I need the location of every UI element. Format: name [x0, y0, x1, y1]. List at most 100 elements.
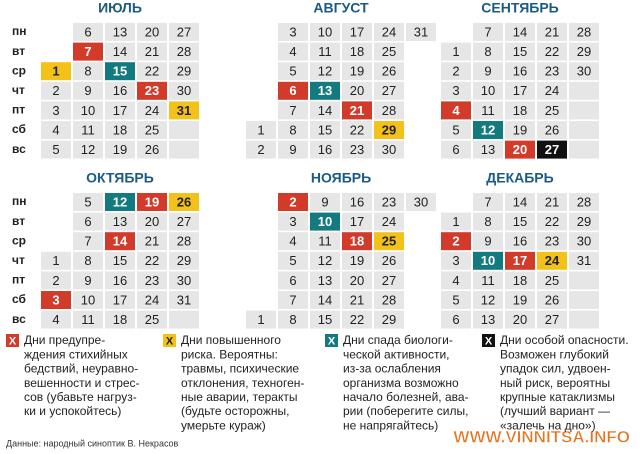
day-number: 8 — [84, 64, 91, 79]
day-cell — [342, 291, 372, 309]
legend-text: из-за ослабления — [343, 362, 441, 376]
day-number: 27 — [545, 142, 559, 157]
day-cell — [473, 232, 503, 251]
legend-text: сов (убавьте нагруз- — [24, 390, 137, 404]
day-cell — [137, 140, 167, 159]
day-cell — [374, 193, 404, 211]
legend-text: рии (поберегите силы, — [343, 404, 468, 418]
day-number: 18 — [350, 44, 364, 59]
day-number: 10 — [481, 83, 495, 98]
day-number: 15 — [513, 44, 527, 59]
day-number: 14 — [513, 194, 527, 209]
month-title: ИЮЛЬ — [98, 0, 142, 16]
day-number: 30 — [177, 83, 191, 98]
day-cell — [374, 271, 404, 290]
day-number: 16 — [113, 83, 127, 98]
day-cell — [310, 271, 340, 290]
weekday-label: ср — [12, 63, 26, 77]
day-number: 24 — [382, 214, 396, 229]
day-cell — [246, 193, 276, 211]
day-number: 20 — [350, 273, 364, 288]
day-cell — [246, 62, 276, 80]
day-number: 22 — [145, 253, 159, 268]
day-cell — [105, 232, 135, 251]
day-number: 31 — [577, 253, 591, 268]
day-cell — [278, 140, 308, 159]
day-cell — [41, 62, 71, 81]
day-cell — [537, 232, 567, 251]
day-number: 15 — [318, 312, 332, 327]
day-number: 20 — [145, 24, 159, 39]
day-number: 16 — [318, 142, 332, 157]
day-number: 2 — [452, 64, 459, 79]
day-cell — [41, 251, 71, 270]
day-number: 12 — [318, 253, 332, 268]
day-number: 11 — [481, 273, 495, 288]
day-cell — [41, 271, 71, 290]
day-cell — [137, 232, 167, 251]
day-cell — [374, 251, 404, 270]
legend-text: крупные катаклизмы — [500, 390, 615, 404]
day-number: 21 — [545, 194, 559, 209]
day-cell — [374, 42, 404, 61]
legend-text: не напрягайтесь) — [343, 418, 438, 432]
legend-text: Возможен глубокий — [500, 347, 609, 361]
day-number: 3 — [52, 292, 59, 307]
day-number: 16 — [113, 273, 127, 288]
day-cell — [105, 42, 135, 61]
day-number: 22 — [545, 214, 559, 229]
day-number: 4 — [289, 44, 296, 59]
day-cell — [441, 291, 471, 309]
day-cell — [278, 62, 308, 81]
day-number: 29 — [382, 122, 396, 137]
day-cell — [310, 193, 340, 211]
weekday-label: вт — [12, 44, 25, 58]
day-cell — [537, 212, 567, 231]
day-number: 15 — [113, 253, 127, 268]
weekday-label: ср — [12, 233, 26, 247]
day-cell — [537, 42, 567, 61]
day-number: 23 — [545, 64, 559, 79]
day-cell — [246, 252, 276, 270]
day-cell — [473, 81, 503, 100]
day-number: 19 — [113, 142, 127, 157]
day-number: 17 — [350, 214, 364, 229]
day-number: 22 — [350, 122, 364, 137]
day-cell — [342, 62, 372, 81]
day-number: 27 — [382, 83, 396, 98]
day-cell — [73, 81, 103, 100]
day-cell — [73, 251, 103, 270]
day-cell — [441, 101, 471, 120]
day-number: 24 — [545, 83, 559, 98]
day-number: 25 — [145, 312, 159, 327]
day-cell — [505, 101, 535, 120]
day-number: 5 — [84, 194, 91, 209]
day-cell — [137, 291, 167, 309]
day-number: 5 — [289, 64, 296, 79]
day-number: 7 — [289, 292, 296, 307]
day-number: 1 — [52, 253, 59, 268]
day-cell — [278, 193, 308, 211]
day-cell — [342, 81, 372, 100]
day-number: 29 — [382, 312, 396, 327]
day-cell — [105, 121, 135, 139]
day-cell — [73, 212, 103, 231]
day-cell — [278, 23, 308, 41]
day-number: 14 — [513, 24, 527, 39]
day-cell — [374, 121, 404, 139]
day-number: 25 — [382, 44, 396, 59]
day-cell — [169, 121, 199, 139]
day-cell — [105, 271, 135, 290]
day-cell — [278, 310, 308, 329]
day-number: 11 — [318, 234, 332, 249]
day-number: 26 — [382, 253, 396, 268]
day-cell — [342, 121, 372, 139]
day-cell — [310, 42, 340, 61]
day-number: 4 — [289, 234, 296, 249]
day-number: 31 — [177, 103, 191, 118]
day-cell — [374, 140, 404, 159]
day-number: 19 — [513, 122, 527, 137]
day-cell — [137, 251, 167, 270]
day-number: 11 — [481, 103, 495, 118]
day-cell — [505, 232, 535, 251]
